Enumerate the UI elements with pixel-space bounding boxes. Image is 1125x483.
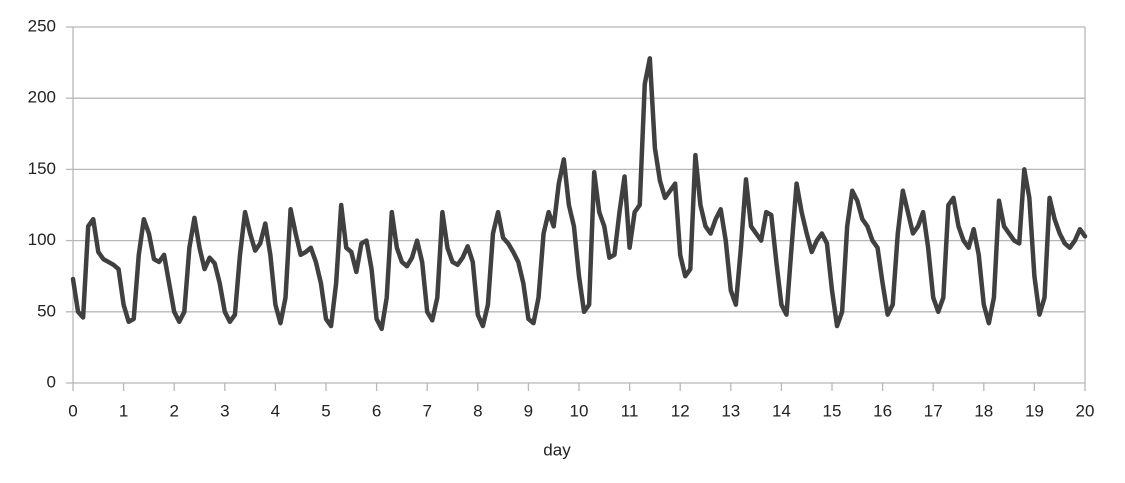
x-axis-label: day <box>543 440 571 459</box>
y-tick-label: 0 <box>47 372 56 391</box>
x-tick-label: 10 <box>570 401 589 420</box>
x-tick-label: 8 <box>473 401 482 420</box>
x-tick-label: 20 <box>1076 401 1095 420</box>
x-tick-label: 15 <box>823 401 842 420</box>
x-tick-label: 18 <box>974 401 993 420</box>
x-tick-label: 4 <box>271 401 280 420</box>
x-tick-label: 5 <box>321 401 330 420</box>
x-tick-label: 19 <box>1025 401 1044 420</box>
y-tick-label: 50 <box>37 301 56 320</box>
y-tick-label: 250 <box>28 16 56 35</box>
x-tick-label: 14 <box>772 401 791 420</box>
y-tick-label: 100 <box>28 230 56 249</box>
x-tick-label: 0 <box>68 401 77 420</box>
x-tick-label: 9 <box>524 401 533 420</box>
x-tick-label: 1 <box>119 401 128 420</box>
data-line <box>70 56 1088 332</box>
x-tick-label: 11 <box>621 401 639 420</box>
x-tick-label: 12 <box>671 401 690 420</box>
x-tick-label: 3 <box>220 401 229 420</box>
x-tick-label: 17 <box>924 401 943 420</box>
x-tick-label: 13 <box>721 401 740 420</box>
x-tick-label: 16 <box>873 401 892 420</box>
x-tick-label: 7 <box>422 401 431 420</box>
x-tick-label: 6 <box>372 401 381 420</box>
y-tick-label: 150 <box>28 159 56 178</box>
y-tick-label: 200 <box>28 88 56 107</box>
x-tick-label: 2 <box>169 401 178 420</box>
